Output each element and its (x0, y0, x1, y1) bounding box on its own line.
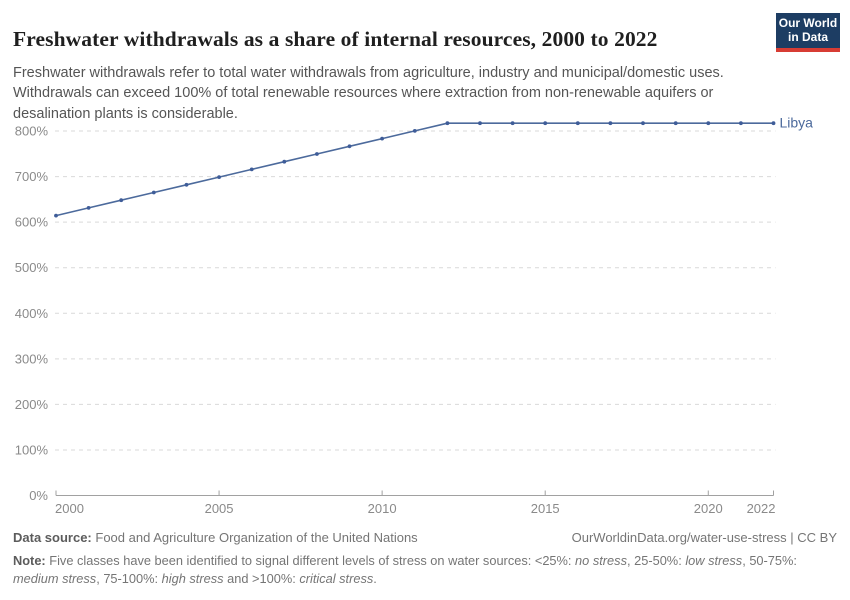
note-text: Five classes have been identified to sig… (13, 553, 797, 586)
data-source-text: Food and Agriculture Organization of the… (95, 530, 418, 545)
note-fragment: and >100%: (223, 571, 300, 587)
y-axis-tick-label: 200% (15, 397, 49, 412)
owid-logo[interactable]: Our World in Data (776, 13, 840, 52)
note-fragment: Five classes have been identified to sig… (45, 553, 576, 568)
y-axis-tick-label: 0% (29, 488, 48, 503)
note-fragment: , 50-75%: (742, 553, 797, 568)
x-axis-tick-label: 2020 (694, 501, 723, 516)
data-point[interactable] (86, 206, 91, 210)
data-point[interactable] (282, 159, 287, 164)
series-entity-label[interactable]: Libya (780, 115, 814, 131)
data-point[interactable] (315, 152, 319, 156)
note-stress-class: low stress (685, 553, 743, 568)
owid-logo-stripe (776, 47, 840, 52)
data-source-label: Data source: (13, 530, 92, 545)
note-fragment: , 25-50%: (626, 553, 686, 568)
x-axis-tick-label: 2000 (55, 501, 84, 516)
data-point[interactable] (445, 121, 450, 126)
owid-logo-text: Our World in Data (776, 13, 840, 48)
y-axis-tick-label: 100% (15, 442, 49, 457)
data-point[interactable] (217, 175, 222, 180)
data-point[interactable] (510, 121, 515, 126)
data-point[interactable] (641, 121, 645, 126)
data-point[interactable] (119, 198, 124, 203)
x-axis-tick-label: 2010 (368, 501, 397, 516)
data-point[interactable] (706, 121, 711, 126)
data-point[interactable] (184, 182, 189, 187)
data-point[interactable] (608, 121, 613, 126)
y-axis-tick-label: 300% (15, 351, 49, 366)
data-point[interactable] (347, 144, 352, 149)
data-point[interactable] (739, 121, 743, 126)
chart-subtitle: Freshwater withdrawals refer to total wa… (13, 64, 724, 122)
note-stress-class: no stress (575, 553, 627, 568)
y-axis-tick-label: 800% (15, 124, 49, 139)
data-source-line: Data source: Food and Agriculture Organi… (13, 530, 418, 545)
page-title: Freshwater withdrawals as a share of int… (13, 27, 658, 52)
chart-footer: Data source: Food and Agriculture Organi… (13, 530, 837, 588)
x-axis-tick-label: 2022 (747, 501, 776, 516)
data-point[interactable] (771, 121, 776, 126)
data-point[interactable] (543, 121, 548, 126)
note-label: Note: (13, 553, 46, 568)
data-point[interactable] (412, 129, 417, 133)
data-point[interactable] (151, 190, 156, 195)
data-point[interactable] (478, 121, 482, 126)
chart-note: Note: Five classes have been identified … (13, 552, 837, 588)
note-stress-class: high stress (161, 571, 224, 587)
x-axis-tick-label: 2005 (205, 501, 234, 516)
y-axis-tick-label: 600% (15, 215, 49, 230)
owid-logo-line1: Our World (778, 16, 838, 30)
data-point[interactable] (380, 136, 384, 141)
note-fragment: . (373, 571, 377, 587)
data-point[interactable] (673, 121, 678, 126)
y-axis-tick-label: 400% (15, 306, 49, 321)
data-point[interactable] (575, 121, 580, 126)
y-axis-tick-label: 500% (15, 260, 49, 275)
owid-logo-line2: in Data (787, 29, 828, 44)
data-point[interactable] (249, 167, 254, 172)
note-stress-class: medium stress (13, 571, 97, 587)
credit-link[interactable]: OurWorldinData.org/water-use-stress | CC… (571, 530, 837, 545)
series-line[interactable] (55, 122, 775, 217)
y-axis-tick-label: 700% (15, 169, 49, 184)
x-axis-tick-label: 2015 (531, 501, 560, 516)
note-stress-class: critical stress (299, 571, 374, 587)
data-point[interactable] (54, 213, 58, 218)
note-fragment: , 75-100%: (96, 571, 162, 587)
